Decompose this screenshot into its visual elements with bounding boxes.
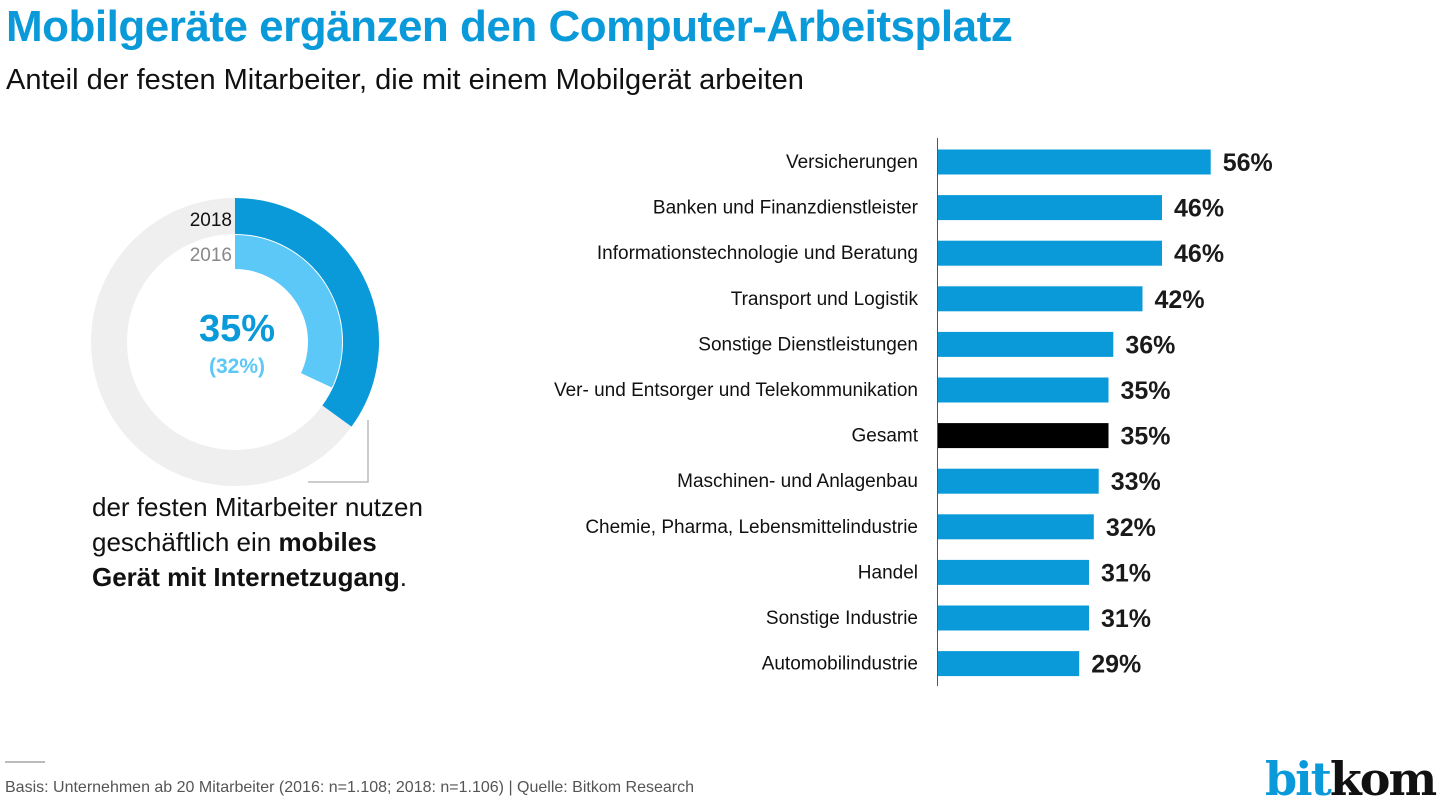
bar — [938, 559, 1089, 585]
bar-value-label: 56% — [1223, 149, 1273, 177]
bar — [938, 468, 1099, 494]
donut-center-previous: (32%) — [209, 355, 265, 378]
donut-arc-2018 — [234, 198, 379, 427]
bar-value-label: 29% — [1091, 651, 1141, 679]
bar — [938, 195, 1162, 221]
caption-line-1: der festen Mitarbeiter nutzen — [92, 492, 423, 522]
bar — [938, 605, 1089, 631]
bar-value-label: 32% — [1106, 514, 1156, 542]
caption-line-2: geschäftlich ein mobiles — [92, 527, 377, 557]
bar-value-label: 35% — [1120, 377, 1170, 405]
bar-value-label: 35% — [1120, 423, 1170, 451]
bar-total — [938, 423, 1109, 449]
donut-center-value: 35% — [199, 308, 275, 350]
bar-chart: Versicherungen 56% Banken und Finanzdienst… — [554, 138, 1273, 686]
bar-value-label: 42% — [1155, 286, 1205, 314]
bar-category-label: Ver- und Entsorger und Telekommunikation — [554, 380, 918, 401]
bar-category-label: Maschinen- und Anlagenbau — [677, 471, 918, 492]
footer-divider — [5, 761, 45, 763]
bar-category-label: Versicherungen — [786, 152, 918, 173]
bar-value-label: 33% — [1111, 468, 1161, 496]
donut-callout-line — [308, 420, 369, 483]
bar — [938, 377, 1109, 403]
donut-label-2018: 2018 — [190, 210, 232, 231]
source-note: Basis: Unternehmen ab 20 Mitarbeiter (20… — [5, 779, 694, 796]
bar-category-label: Sonstige Industrie — [766, 608, 918, 629]
bar-category-label: Transport und Logistik — [731, 289, 919, 310]
bar-value-label: 36% — [1125, 331, 1175, 359]
bar-category-label: Informationstechnologie und Beratung — [597, 243, 918, 264]
bar — [938, 149, 1211, 175]
caption-line-3: Gerät mit Internetzugang. — [92, 562, 407, 592]
bar-value-label: 46% — [1174, 195, 1224, 223]
bar-category-label: Banken und Finanzdienstleister — [653, 198, 919, 219]
bar-category-label: Automobilindustrie — [762, 654, 918, 675]
bar-category-label: Sonstige Dienstleistungen — [698, 334, 918, 355]
bar — [938, 240, 1162, 266]
donut-arc-2016 — [234, 235, 342, 388]
bar-category-label: Chemie, Pharma, Lebensmittelindustrie — [585, 517, 918, 538]
bar — [938, 651, 1080, 677]
bitkom-logo: bitkom — [1265, 752, 1437, 806]
bar-category-label: Gesamt — [851, 426, 918, 447]
bar-value-label: 46% — [1174, 240, 1224, 268]
bar-category-label: Handel — [858, 562, 918, 583]
bar-value-label: 31% — [1101, 559, 1151, 587]
donut-label-2016: 2016 — [190, 245, 232, 266]
bar — [938, 286, 1143, 312]
bar-value-label: 31% — [1101, 605, 1151, 633]
page-subtitle: Anteil der festen Mitarbeiter, die mit e… — [6, 64, 804, 96]
donut-caption: der festen Mitarbeiter nutzen geschäftli… — [92, 490, 423, 595]
donut-chart: 2018 2016 35% (32%) — [91, 198, 379, 486]
bar — [938, 514, 1094, 540]
page-title: Mobilgeräte ergänzen den Computer-Arbeit… — [6, 2, 1013, 51]
bar — [938, 331, 1114, 357]
